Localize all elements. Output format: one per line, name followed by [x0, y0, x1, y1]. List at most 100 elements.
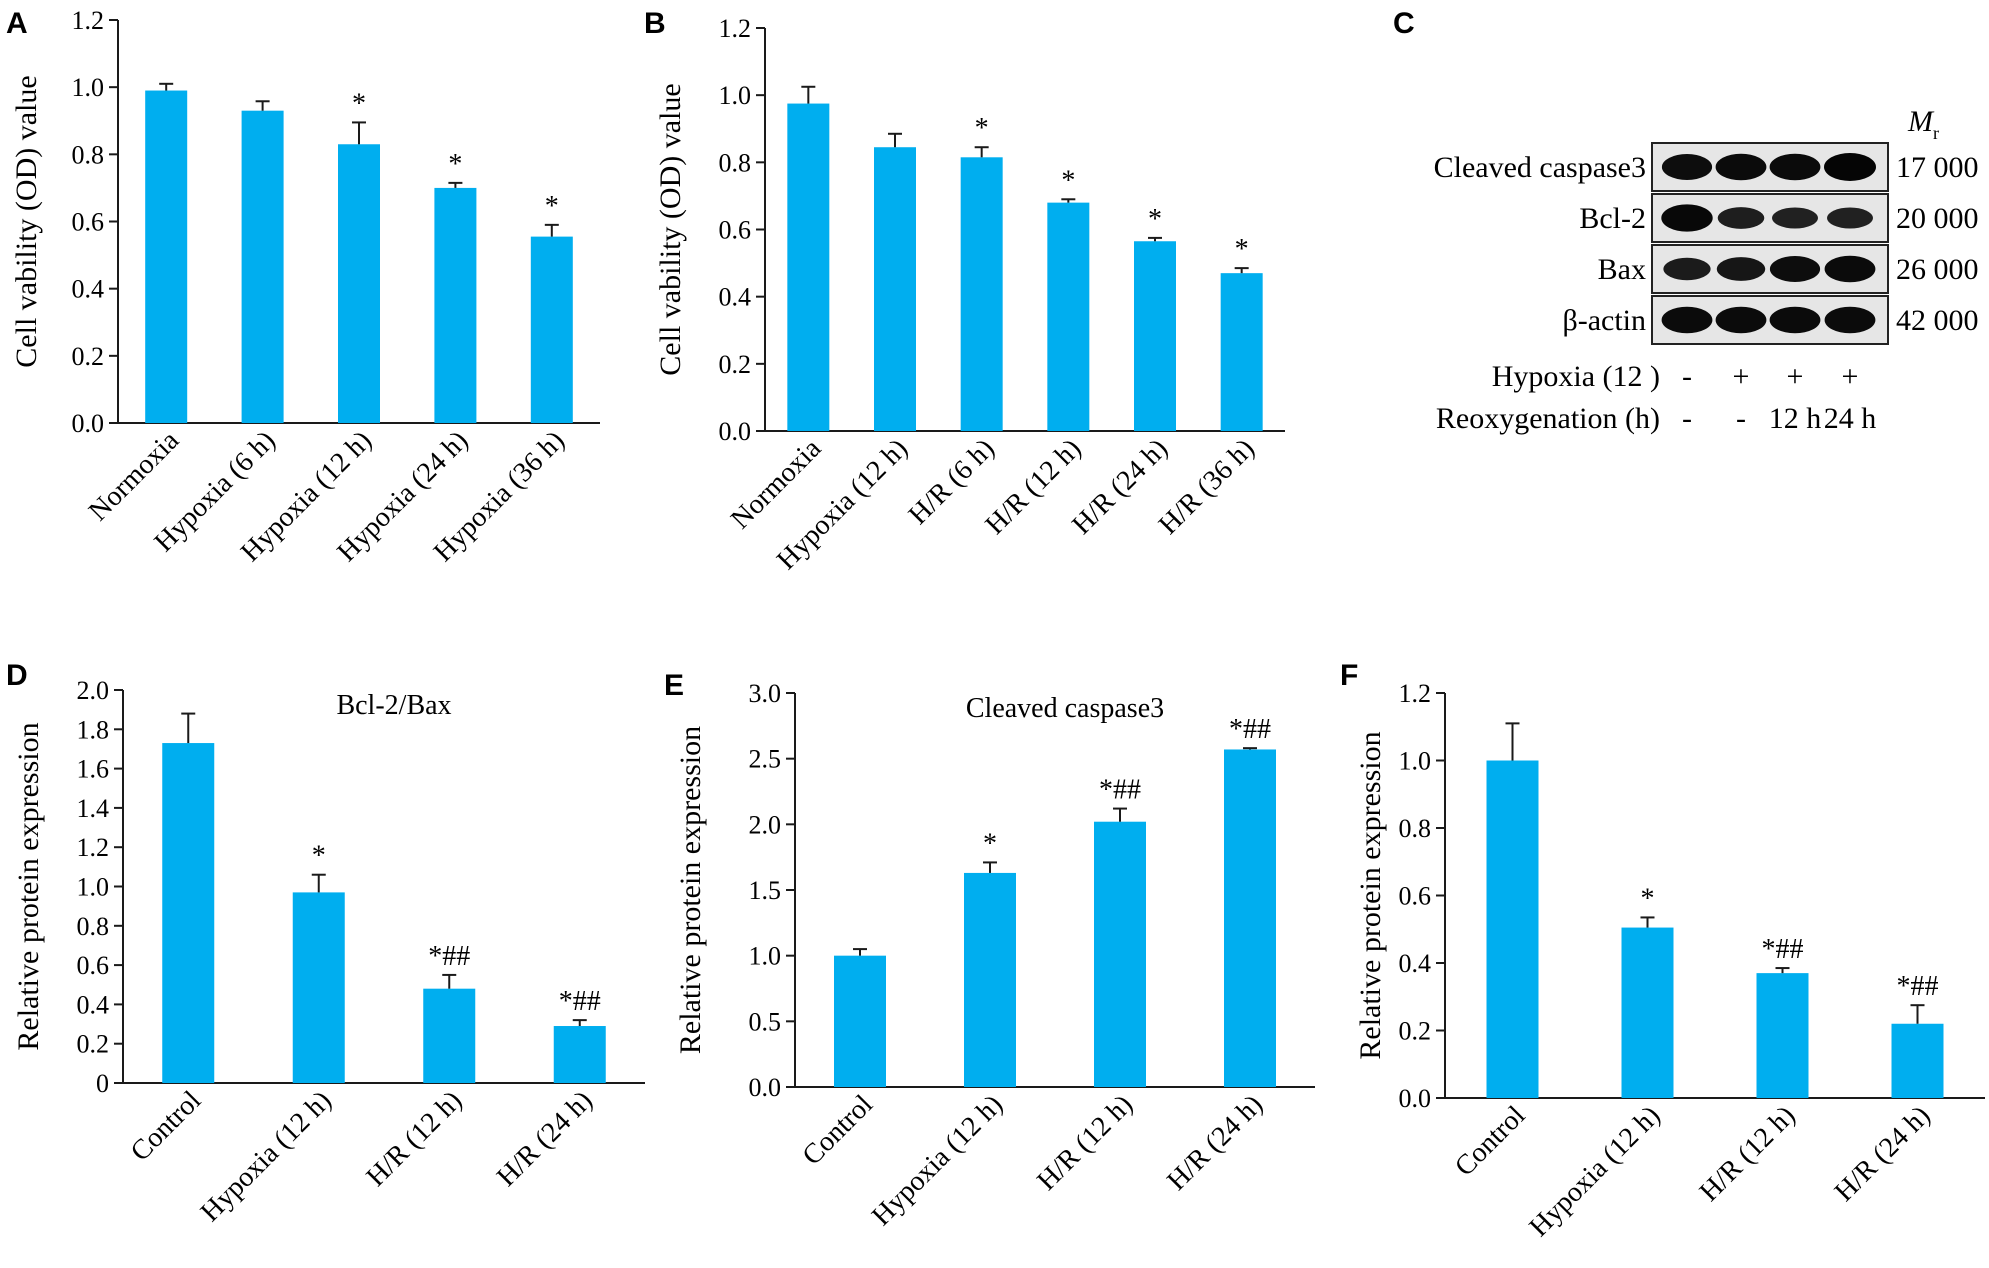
- condition-value: 12 h: [1769, 402, 1822, 435]
- y-axis-label: Relative protein expression: [674, 726, 707, 1054]
- y-tick-label: 0.5: [749, 1007, 782, 1036]
- panel-label-b: B: [644, 7, 666, 40]
- category-label: Normoxia: [83, 425, 186, 528]
- panel-label-a: A: [6, 7, 28, 40]
- y-tick-label: 0.2: [72, 342, 105, 371]
- significance-label: *##: [1099, 775, 1141, 806]
- blot-row-label: Bax: [1598, 253, 1646, 286]
- panel-label-f: F: [1340, 659, 1358, 692]
- significance-label: *: [975, 113, 989, 144]
- condition-value: +: [1787, 360, 1804, 393]
- condition-label: Reoxygenation (h): [1436, 402, 1660, 435]
- y-axis-label: Cell vability (OD) value: [654, 83, 687, 375]
- condition-value: +: [1842, 360, 1859, 393]
- bar: [1486, 760, 1539, 1098]
- significance-label: *##: [1762, 934, 1804, 965]
- y-tick-label: 0.4: [77, 990, 110, 1019]
- significance-label: *: [1148, 204, 1162, 235]
- bar: [338, 144, 380, 423]
- y-tick-label: 1.0: [72, 73, 105, 102]
- blot-band: [1715, 306, 1767, 334]
- y-tick-label: 0.4: [1399, 949, 1432, 978]
- y-tick-label: 0.6: [719, 216, 752, 245]
- y-tick-label: 0.0: [749, 1073, 782, 1102]
- condition-value: +: [1733, 360, 1750, 393]
- y-tick-label: 1.0: [719, 81, 752, 110]
- category-label: Control: [1449, 1100, 1532, 1183]
- y-tick-label: 0.0: [719, 417, 752, 446]
- significance-label: *: [545, 191, 559, 222]
- condition-value: -: [1736, 402, 1746, 435]
- bar: [292, 892, 345, 1083]
- y-tick-label: 1.2: [719, 14, 752, 43]
- y-tick-label: 1.2: [1399, 679, 1432, 708]
- panel-label-d: D: [6, 659, 28, 692]
- blot-mr-value: 26 000: [1896, 253, 1979, 286]
- blot-band: [1661, 306, 1713, 334]
- bar: [423, 988, 476, 1083]
- y-tick-label: 1.8: [77, 715, 110, 744]
- category-label: H/R (24 h): [1161, 1089, 1269, 1197]
- category-label: Control: [125, 1085, 208, 1168]
- bar: [1756, 973, 1809, 1098]
- y-tick-label: 1.0: [77, 873, 110, 902]
- y-tick-label: 0.4: [719, 283, 752, 312]
- category-label: Hypoxia (12 h): [1524, 1100, 1667, 1243]
- y-tick-label: 1.2: [72, 6, 105, 35]
- y-tick-label: 0.8: [719, 148, 752, 177]
- blot-band: [1824, 306, 1876, 334]
- bar: [241, 110, 284, 424]
- y-tick-label: 0.8: [1399, 814, 1432, 843]
- blot-row-label: Bcl-2: [1579, 202, 1646, 235]
- bar: [1094, 821, 1146, 1087]
- bar: [787, 103, 830, 431]
- y-tick-label: 3.0: [749, 679, 782, 708]
- bar: [964, 872, 1016, 1087]
- category-label: H/R (12 h): [360, 1085, 468, 1193]
- panel-label-e: E: [664, 669, 684, 702]
- significance-label: *: [448, 149, 462, 180]
- blot-mr-value: 20 000: [1896, 202, 1979, 235]
- y-tick-label: 0.6: [72, 208, 105, 237]
- chart-a: 0.0 0.2 0.4 0.6 0.8 1.0 1.2 Cell vability (OD) …: [10, 6, 600, 568]
- y-axis-label: Relative protein expression: [1354, 731, 1387, 1059]
- category-label: H/R (24 h): [1829, 1100, 1937, 1208]
- condition-value: -: [1682, 402, 1692, 435]
- y-tick-label: 0.2: [1399, 1017, 1432, 1046]
- chart-e: 0.0 0.5 1.0 1.5 2.0 2.5 3.0 Relative protein ex…: [674, 679, 1315, 1232]
- y-tick-label: 0.2: [719, 350, 752, 379]
- condition-value: 24 h: [1824, 402, 1877, 435]
- y-tick-label: 1.6: [77, 755, 110, 784]
- y-tick-label: 0: [96, 1069, 109, 1098]
- significance-label: *: [352, 88, 366, 119]
- chart-f: 0.0 0.2 0.4 0.6 0.8 1.0 1.2 Relative protein ex…: [1354, 679, 1985, 1243]
- blot-band: [1661, 204, 1713, 232]
- blot-band: [1769, 256, 1821, 282]
- y-tick-label: 0.8: [72, 140, 105, 169]
- y-tick-label: 0.0: [72, 409, 105, 438]
- blot-band: [1824, 153, 1876, 181]
- blot-band: [1661, 154, 1713, 180]
- bar: [874, 147, 916, 432]
- bar: [960, 157, 1003, 431]
- significance-label: *##: [1229, 714, 1271, 745]
- y-tick-label: 1.4: [77, 794, 110, 823]
- y-tick-label: 0.4: [72, 275, 105, 304]
- y-tick-label: 2.5: [749, 745, 782, 774]
- blot-band: [1824, 255, 1876, 283]
- bar: [145, 90, 188, 424]
- category-label: Control: [797, 1089, 880, 1172]
- y-tick-label: 0.8: [77, 912, 110, 941]
- category-label: H/R (24 h): [491, 1085, 599, 1193]
- significance-label: *##: [559, 986, 601, 1017]
- blot-band: [1715, 153, 1767, 181]
- y-tick-label: 2.0: [749, 810, 782, 839]
- blot-band: [1772, 207, 1818, 229]
- significance-label: *##: [1897, 971, 1939, 1002]
- bar: [434, 187, 477, 423]
- category-label: Hypoxia (12 h): [866, 1089, 1009, 1232]
- significance-label: *##: [428, 941, 470, 972]
- mr-sub: r: [1933, 123, 1939, 143]
- bar: [1224, 749, 1276, 1087]
- condition-value: -: [1682, 360, 1692, 393]
